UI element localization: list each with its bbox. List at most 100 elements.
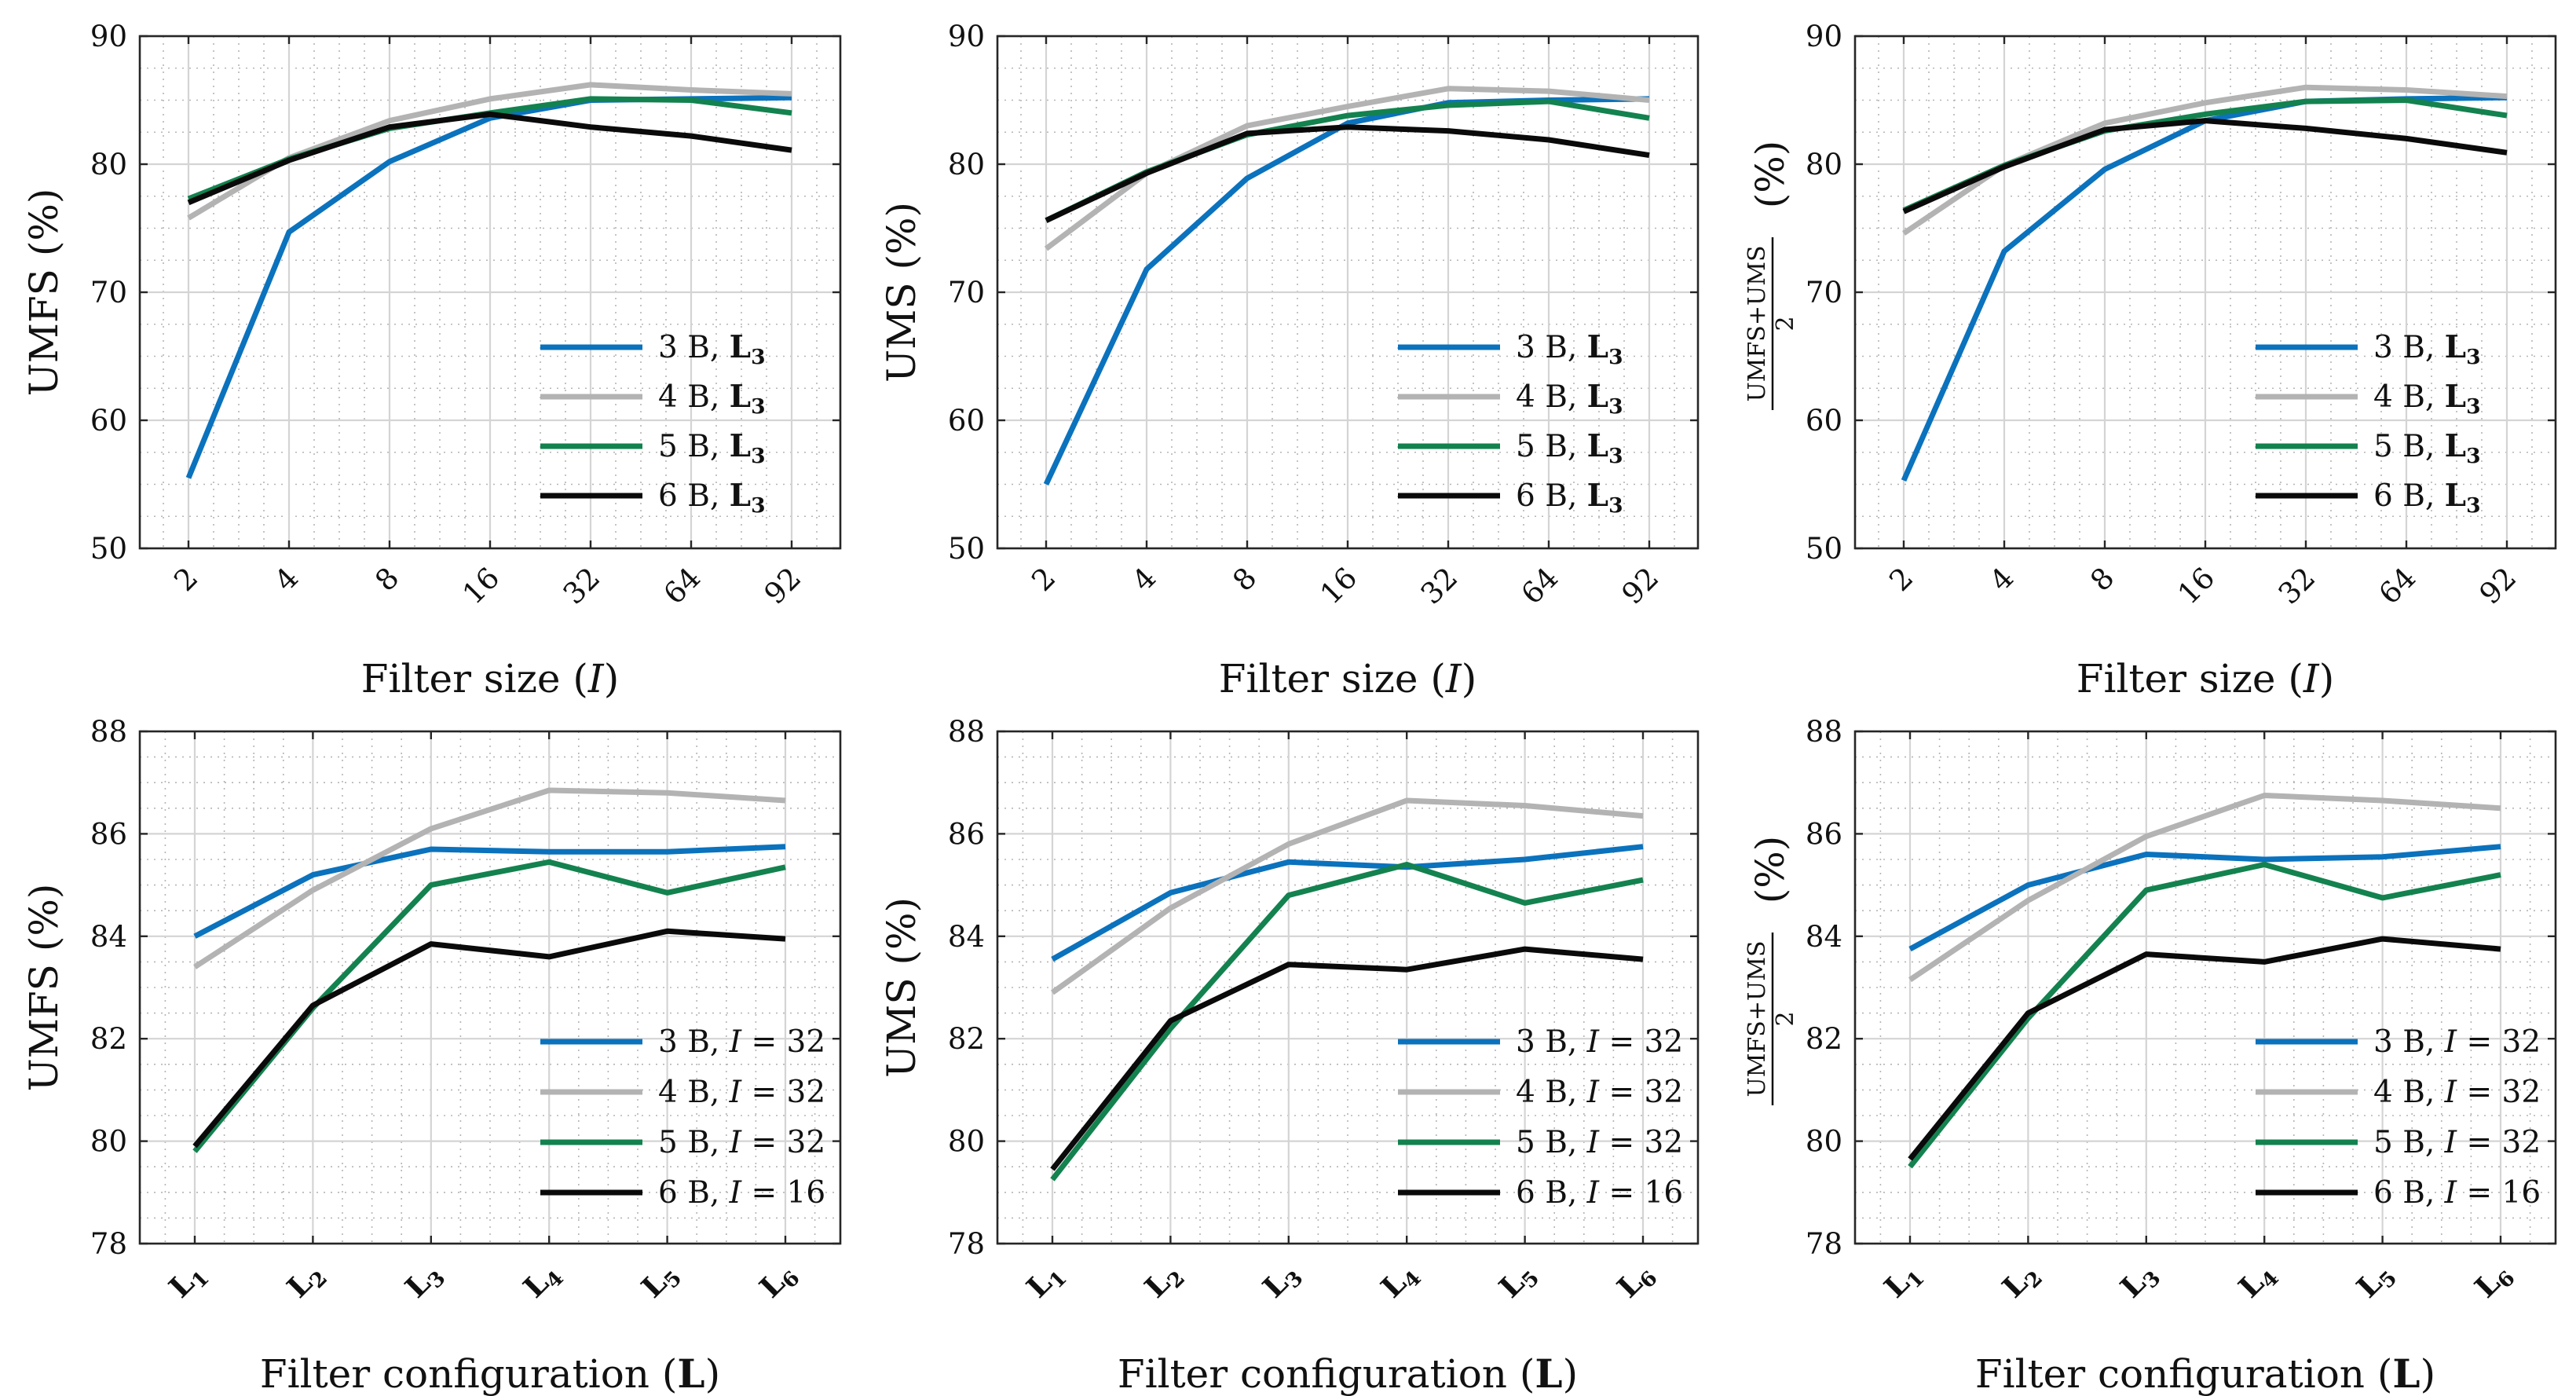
y-label-denominator: 2 (1772, 316, 1799, 331)
y-tick-label: 60 (1806, 404, 1842, 438)
y-axis-label: UMFS+UMS 2 (%) (1744, 836, 1799, 1105)
legend-label: 5 B, I = 32 (658, 1125, 825, 1160)
x-tick-label: 8 (368, 561, 405, 598)
y-tick-label: 50 (948, 532, 985, 566)
x-tick-label: 92 (758, 561, 808, 611)
y-label-denominator: 2 (1772, 1011, 1799, 1026)
series-line-6b (1050, 946, 1644, 1171)
x-axis-label: Filter configuration (L) (1118, 1350, 1578, 1396)
x-tick-label: L6 (2468, 1255, 2519, 1307)
x-tick-label: 16 (1314, 561, 1364, 611)
series-line-4b (1050, 797, 1644, 995)
y-tick-label: 86 (1806, 817, 1842, 851)
x-tick-label: 16 (456, 561, 507, 611)
legend-label: 4 B, I = 32 (2373, 1075, 2541, 1110)
y-label-numerator: UMFS+UMS (1744, 940, 1771, 1097)
legend-label: 5 B, L3 (658, 428, 766, 468)
legend-label: 4 B, L3 (2373, 379, 2481, 419)
x-tick-label: 92 (1615, 561, 1666, 611)
chart-panel-1: 50 60 70 80 90 2 4 8 16 32 64 92 Filter size (I) UMFS… (21, 20, 842, 702)
chart-panel-3: 50 60 70 80 90 2 4 8 16 32 64 92 Filter size (I) UMFS… (1744, 20, 2557, 702)
x-tick-label: L4 (1374, 1255, 1425, 1307)
x-tick-label: 4 (1983, 561, 2020, 598)
x-tick-label: L2 (280, 1255, 332, 1307)
y-tick-label: 78 (1806, 1227, 1842, 1261)
x-tick-label: 92 (2473, 561, 2523, 611)
x-tick-label: L6 (752, 1255, 804, 1307)
legend-label: 5 B, L3 (2373, 428, 2481, 468)
legend-label: 3 B, L3 (1516, 329, 1623, 369)
x-tick-label: 4 (268, 561, 305, 598)
x-tick-label: L4 (516, 1255, 568, 1307)
series-line-6b (1902, 118, 2508, 214)
x-tick-label: L3 (1256, 1255, 1308, 1307)
x-tick-label: L5 (1492, 1255, 1544, 1307)
x-tick-label: L3 (398, 1255, 450, 1307)
y-axis-label: UMS (%) (879, 202, 924, 383)
legend-label: 6 B, L3 (658, 478, 766, 518)
y-label-numerator: UMFS+UMS (1744, 245, 1771, 401)
x-tick-label: 32 (2272, 561, 2322, 611)
y-axis-label: UMFS+UMS 2 (%) (1744, 141, 1799, 410)
y-tick-label: 82 (90, 1022, 127, 1056)
x-tick-label: 2 (167, 561, 204, 598)
chart-panel-2: 50 60 70 80 90 2 4 8 16 32 64 92 Filter size (I) UMS … (879, 20, 1700, 702)
y-tick-label: 84 (1806, 920, 1842, 954)
x-tick-label: L1 (1877, 1255, 1929, 1307)
y-tick-label: 90 (1806, 20, 1842, 53)
y-tick-label: 84 (948, 920, 985, 954)
legend-label: 4 B, L3 (658, 379, 766, 419)
x-tick-label: 16 (2172, 561, 2222, 611)
chart-panel-5: 78 80 82 84 86 88 L1 L2 L3 L4 L5 L6 Filter configura… (879, 715, 1700, 1396)
y-tick-label: 60 (948, 404, 985, 438)
legend-label: 3 B, L3 (2373, 329, 2481, 369)
series-line-3b (1908, 844, 2501, 952)
y-tick-label: 80 (1806, 1125, 1842, 1159)
y-tick-label: 90 (948, 20, 985, 53)
x-tick-label: L1 (162, 1255, 214, 1307)
y-tick-label: 70 (948, 276, 985, 310)
y-tick-label: 80 (948, 148, 985, 181)
y-tick-label: 80 (1806, 148, 1842, 181)
x-tick-label: 4 (1125, 561, 1162, 598)
y-axis-label: UMFS (%) (21, 189, 67, 397)
series-line-3b (1051, 844, 1644, 962)
y-tick-label: 82 (1806, 1022, 1842, 1056)
x-tick-label: L6 (1610, 1255, 1662, 1307)
x-tick-label: L2 (1138, 1255, 1190, 1307)
chart-panel-4: 78 80 82 84 86 88 L1 L2 L3 L4 L5 L6 Filter configura… (21, 715, 842, 1396)
legend-label: 6 B, L3 (1516, 478, 1623, 518)
x-axis-label: Filter configuration (L) (260, 1350, 720, 1396)
legend-label: 5 B, L3 (1516, 428, 1623, 468)
chart-panel-6: 78 80 82 84 86 88 L1 L2 L3 L4 L5 L6 Filter configura… (1744, 715, 2557, 1396)
legend-label: 3 B, I = 32 (2373, 1024, 2541, 1060)
y-tick-label: 88 (1806, 715, 1842, 749)
y-tick-label: 82 (948, 1022, 985, 1056)
series-line-5b (1050, 862, 1644, 1182)
legend-label: 5 B, I = 32 (2373, 1125, 2541, 1160)
series-line-6b (1045, 124, 1650, 223)
y-tick-label: 50 (90, 532, 127, 566)
x-tick-label: L3 (2113, 1255, 2165, 1307)
y-tick-label: 78 (948, 1227, 985, 1261)
y-tick-label: 86 (948, 817, 985, 851)
legend-label: 4 B, L3 (1516, 379, 1623, 419)
y-axis-label: UMS (%) (879, 897, 924, 1078)
y-tick-label: 84 (90, 920, 127, 954)
legend-label: 4 B, I = 32 (658, 1075, 825, 1110)
y-tick-label: 60 (90, 404, 127, 438)
series-line-5b (1908, 862, 2501, 1169)
x-axis-label: Filter size (I) (2077, 656, 2334, 702)
y-tick-label: 70 (90, 276, 127, 310)
x-tick-label: 2 (1883, 561, 1919, 598)
y-label-unit: (%) (1747, 141, 1793, 209)
legend-label: 3 B, I = 32 (658, 1024, 825, 1060)
x-tick-label: 8 (1226, 561, 1263, 598)
y-tick-label: 88 (948, 715, 985, 749)
x-tick-label: 64 (2373, 561, 2423, 611)
legend-label: 3 B, I = 32 (1516, 1024, 1683, 1060)
x-tick-label: 64 (657, 561, 708, 611)
x-tick-label: L5 (2350, 1255, 2402, 1307)
y-tick-label: 90 (90, 20, 127, 53)
